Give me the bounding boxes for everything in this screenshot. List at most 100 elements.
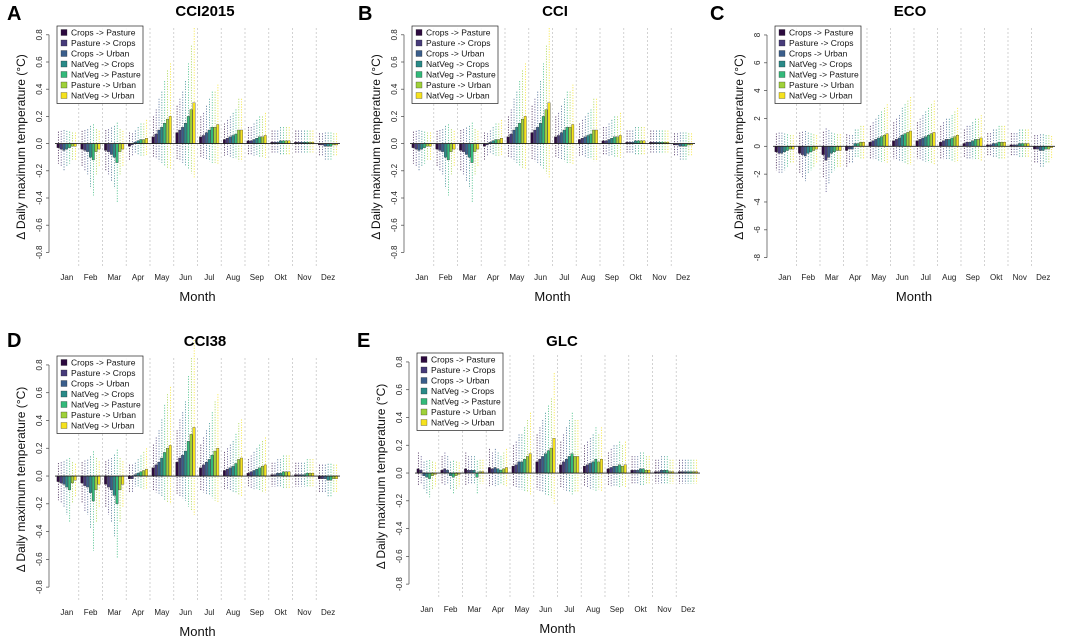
legend-swatch — [415, 39, 423, 47]
bar — [786, 146, 789, 151]
bar — [932, 132, 936, 147]
x-tick-label: Nov — [652, 273, 666, 282]
bar — [178, 457, 182, 477]
panel-cci38: D CCI38 -0.8 -0.6 -0.4 -0.2 0.0 0.2 0.4 0.6 0.8 J… — [0, 330, 355, 640]
bar — [452, 143, 456, 150]
x-tick-label: Sep — [605, 273, 620, 282]
legend-swatch — [60, 390, 68, 398]
bar — [94, 475, 98, 491]
bar — [583, 136, 587, 144]
bar — [97, 143, 101, 150]
bar — [618, 464, 621, 474]
bar — [500, 138, 503, 144]
bar — [997, 141, 1001, 147]
x-tick-label: Jan — [778, 273, 791, 282]
bar — [777, 146, 781, 154]
bar — [528, 453, 532, 474]
bar — [444, 143, 447, 158]
bar — [506, 136, 510, 144]
bar — [115, 143, 119, 163]
chart-title: CCI — [542, 3, 568, 20]
chart-svg: -8 -6 -4 -2 0 2 4 6 8 Jan Feb Mar Apr May Jun Jul Aug Sep… — [732, 25, 1055, 304]
bar — [900, 135, 904, 147]
bar — [806, 146, 810, 154]
legend-swatch — [60, 380, 68, 387]
x-axis-label: Month — [896, 289, 932, 304]
x-tick-label: Aug — [586, 605, 600, 614]
legend-label: Pasture -> Urban — [426, 80, 491, 90]
bar — [56, 143, 60, 148]
bar — [252, 470, 256, 477]
legend-label: NatVeg -> Urban — [431, 418, 495, 428]
bar — [151, 136, 155, 144]
y-tick-label: -0.4 — [35, 524, 44, 538]
legend-label: Pasture -> Crops — [789, 38, 854, 48]
bar — [939, 141, 942, 147]
legend-swatch — [60, 71, 68, 78]
bar — [420, 143, 424, 150]
bar — [830, 146, 833, 154]
bar — [160, 457, 164, 477]
bar — [549, 447, 553, 474]
bar — [65, 143, 69, 150]
x-tick-label: Dez — [321, 273, 335, 282]
x-tick-label: Jul — [559, 273, 569, 282]
bar — [576, 456, 580, 474]
y-tick-label: -0.6 — [390, 218, 399, 232]
legend-swatch — [420, 419, 428, 426]
bar — [824, 146, 828, 161]
bar — [570, 453, 574, 474]
bar — [163, 123, 166, 144]
legend-swatch — [415, 50, 423, 57]
bar — [204, 132, 208, 144]
bar — [562, 129, 566, 144]
x-tick-label: Dez — [676, 273, 690, 282]
x-tick-label: Aug — [581, 273, 595, 282]
bar — [446, 143, 450, 161]
bar — [620, 465, 624, 474]
legend-label: NatVeg -> Pasture — [71, 70, 141, 80]
x-tick-label: Okt — [274, 273, 287, 282]
bar — [1003, 141, 1006, 147]
legend-box — [56, 355, 144, 434]
bar — [216, 448, 220, 477]
legend-label: NatVeg -> Urban — [71, 421, 135, 431]
bar — [263, 135, 267, 144]
bar — [252, 139, 256, 144]
chart-title: GLC — [546, 333, 578, 350]
legend-label: Crops -> Urban — [426, 49, 485, 59]
bar — [142, 470, 145, 477]
legend-swatch — [778, 81, 786, 89]
x-axis-label: Month — [179, 624, 215, 639]
x-axis-label: Month — [179, 289, 215, 304]
legend-swatch — [778, 71, 786, 78]
bar — [509, 133, 513, 144]
bar — [118, 475, 122, 491]
bar — [104, 143, 108, 151]
bar — [838, 146, 842, 151]
legend-label: NatVeg -> Urban — [789, 91, 853, 101]
legend-swatch — [60, 50, 68, 57]
bar — [774, 146, 778, 153]
legend-label: NatVeg -> Urban — [71, 91, 135, 101]
y-tick-label: -0.2 — [35, 496, 44, 510]
bar — [921, 137, 925, 147]
y-tick-label: 0.4 — [35, 414, 44, 426]
x-tick-label: Jan — [60, 608, 73, 617]
x-tick-label: Aug — [226, 608, 240, 617]
legend-swatch — [420, 356, 428, 363]
bar — [490, 468, 494, 474]
x-tick-label: Jun — [179, 608, 192, 617]
y-tick-label: -0.8 — [35, 580, 44, 594]
bar — [107, 475, 110, 488]
bar — [91, 475, 95, 502]
x-tick-label: Apr — [487, 273, 500, 282]
y-tick-label: 4 — [753, 88, 762, 93]
legend-label: Pasture -> Crops — [426, 38, 491, 48]
chart-svg: -0.8 -0.6 -0.4 -0.2 0.0 0.2 0.4 0.6 0.8 Jan Feb Mar… — [14, 339, 340, 639]
bar — [165, 118, 169, 144]
x-tick-label: Feb — [444, 605, 458, 614]
bar — [580, 138, 584, 144]
y-tick-label: 6 — [753, 60, 762, 65]
y-axis-label: Δ Daily maximum temperature (°C) — [14, 54, 28, 240]
